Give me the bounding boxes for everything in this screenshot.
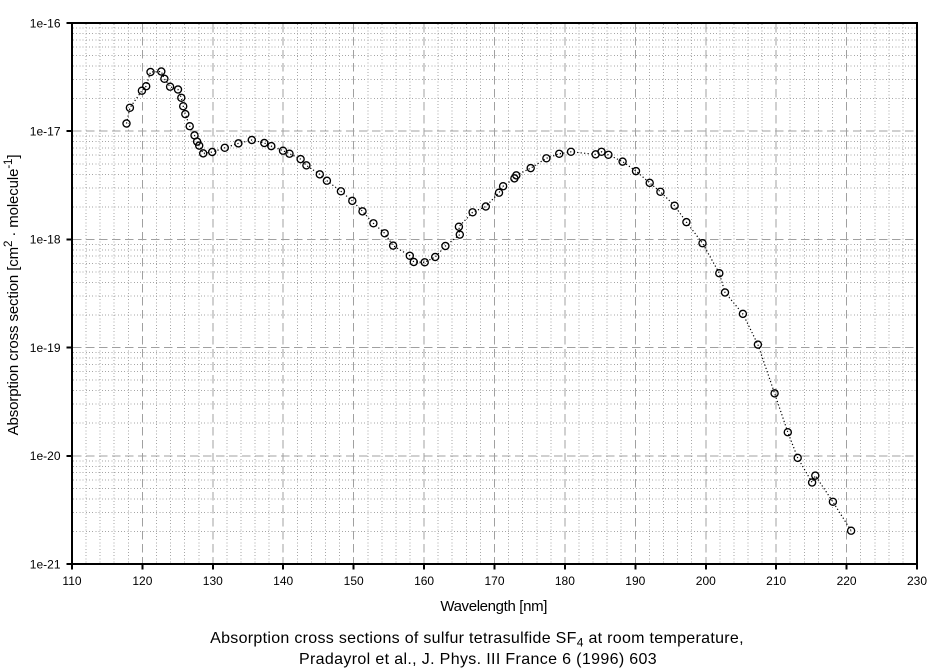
svg-text:1e-21: 1e-21 bbox=[30, 557, 61, 571]
svg-text:220: 220 bbox=[837, 574, 857, 588]
svg-text:160: 160 bbox=[414, 574, 434, 588]
svg-text:Absorption cross sections of s: Absorption cross sections of sulfur tetr… bbox=[210, 630, 744, 650]
svg-text:120: 120 bbox=[132, 574, 152, 588]
svg-text:140: 140 bbox=[273, 574, 293, 588]
svg-text:1e-20: 1e-20 bbox=[30, 449, 61, 463]
svg-text:200: 200 bbox=[696, 574, 716, 588]
svg-text:Wavelength [nm]: Wavelength [nm] bbox=[440, 598, 547, 615]
svg-text:170: 170 bbox=[484, 574, 504, 588]
svg-text:Pradayrol et al., J. Phys. III: Pradayrol et al., J. Phys. III France 6 … bbox=[299, 651, 657, 668]
svg-text:150: 150 bbox=[344, 574, 364, 588]
svg-text:190: 190 bbox=[625, 574, 645, 588]
svg-text:1e-19: 1e-19 bbox=[30, 341, 61, 355]
svg-text:180: 180 bbox=[555, 574, 575, 588]
svg-text:130: 130 bbox=[203, 574, 223, 588]
svg-text:110: 110 bbox=[62, 574, 81, 588]
svg-text:210: 210 bbox=[766, 574, 786, 588]
svg-text:Absorption cross section [cm2: Absorption cross section [cm2 · molecule… bbox=[3, 155, 22, 436]
svg-text:1e-18: 1e-18 bbox=[30, 233, 61, 247]
svg-text:1e-16: 1e-16 bbox=[30, 16, 61, 30]
svg-text:230: 230 bbox=[907, 574, 927, 588]
svg-text:1e-17: 1e-17 bbox=[30, 125, 61, 139]
